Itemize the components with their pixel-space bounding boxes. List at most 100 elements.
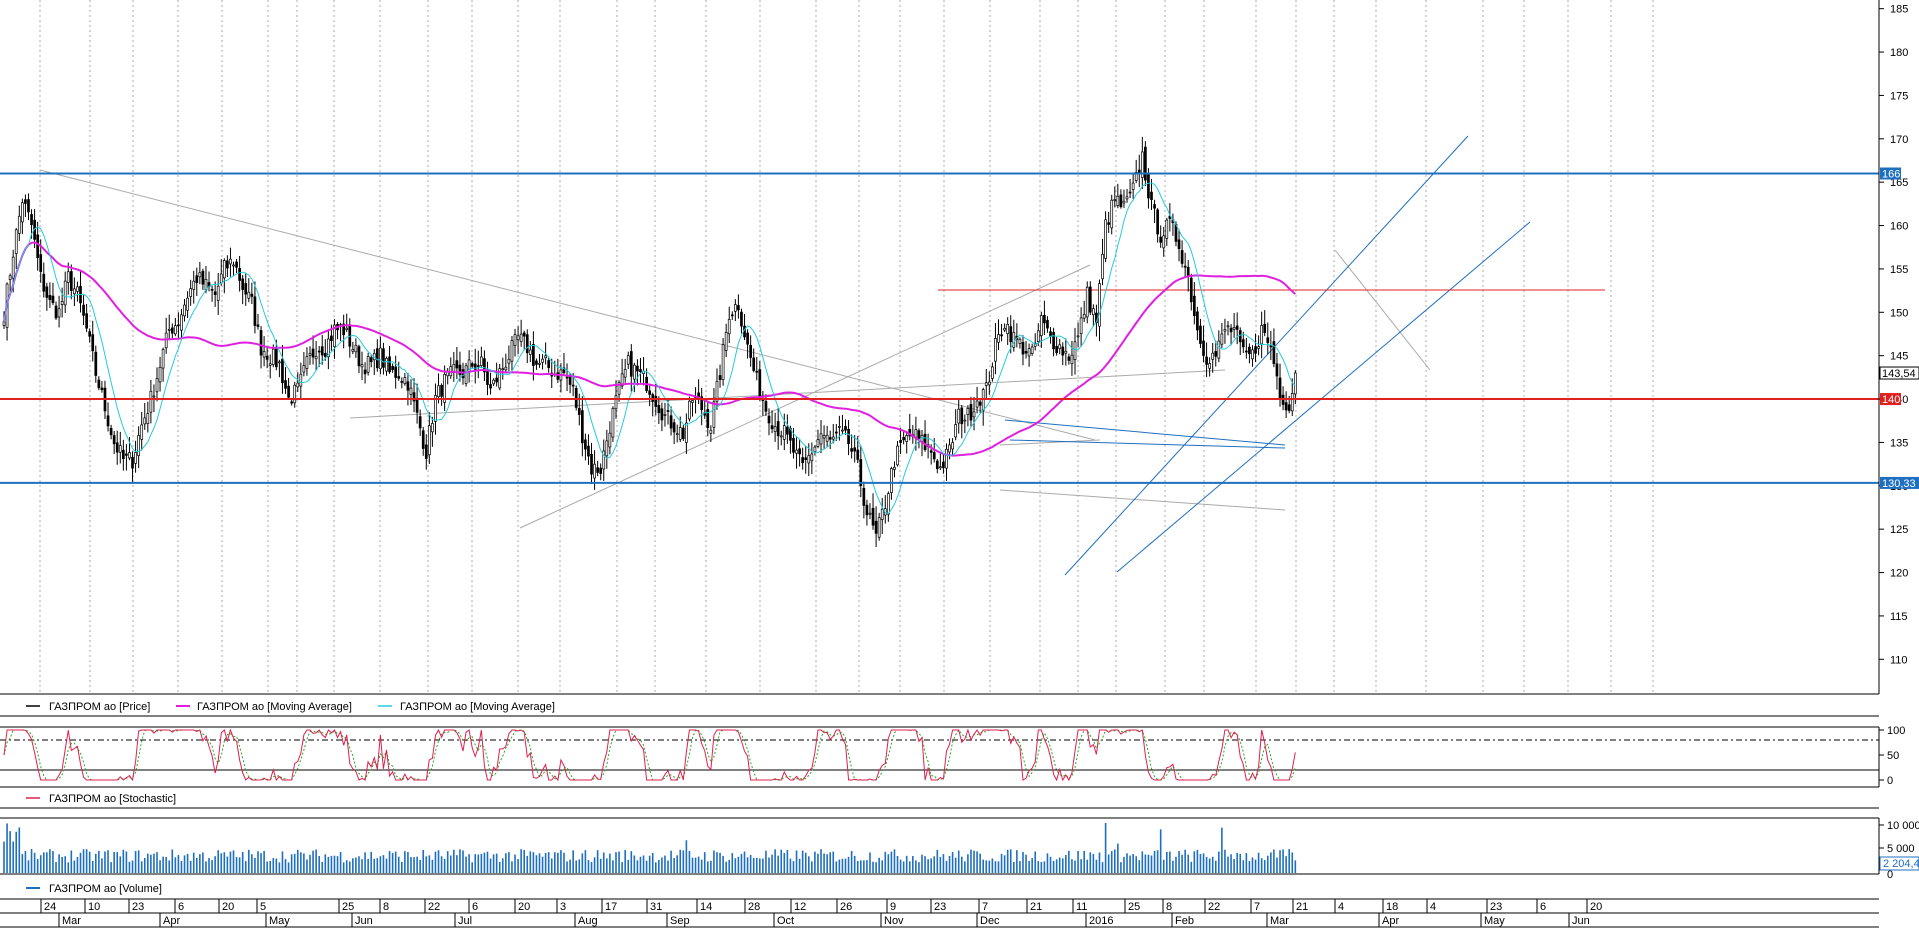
- volume-bar-339: [1040, 861, 1043, 873]
- candle-body-390: [1196, 311, 1199, 331]
- price-pane[interactable]: [0, 135, 1879, 576]
- volume-bar-74: [229, 851, 232, 873]
- candle-body-48: [149, 390, 153, 413]
- volume-bar-66: [205, 861, 207, 873]
- candle-body-262: [804, 457, 808, 460]
- candle-body-73: [226, 260, 229, 269]
- volume-bar-64: [199, 854, 201, 873]
- volume-bar-260: [798, 858, 801, 873]
- price-tick-185: 185: [1890, 4, 1908, 16]
- candle-body-420: [1287, 404, 1291, 411]
- candle-body-276: [847, 429, 850, 444]
- month-label-8: Nov: [884, 915, 904, 927]
- volume-bar-253: [777, 855, 779, 873]
- volume-bar-246: [755, 857, 758, 873]
- volume-bar-96: [296, 849, 299, 873]
- candle-body-328: [1006, 323, 1010, 334]
- stochastic-tick-0: 0: [1887, 775, 1893, 787]
- candle-body-366: [1122, 200, 1126, 204]
- candle-body-197: [605, 440, 609, 457]
- day-label-0: 24: [44, 901, 56, 913]
- day-label-9: 6: [472, 901, 478, 913]
- volume-bar-218: [670, 850, 672, 873]
- volume-bar-382: [1172, 860, 1174, 873]
- stochastic-axis: 100 50 0: [1878, 725, 1905, 787]
- candle-body-268: [822, 435, 826, 439]
- candle-body-171: [525, 334, 529, 354]
- candle-body-419: [1284, 402, 1288, 411]
- candle-body-245: [752, 357, 756, 371]
- volume-bar-133: [410, 857, 412, 873]
- candle-body-207: [636, 365, 639, 372]
- candle-body-234: [718, 375, 722, 381]
- day-label-31: 23: [1490, 901, 1502, 913]
- volume-bar-56: [174, 857, 177, 873]
- volume-pane[interactable]: [0, 817, 1879, 875]
- day-label-24: 8: [1166, 901, 1172, 913]
- volume-bar-298: [915, 860, 917, 873]
- stochastic-pane[interactable]: [0, 726, 1879, 788]
- candle-body-363: [1113, 199, 1117, 201]
- candle-body-136: [418, 416, 422, 429]
- candle-body-195: [599, 467, 603, 474]
- volume-bar-134: [413, 857, 415, 873]
- volume-bar-367: [1126, 853, 1128, 873]
- volume-bar-293: [899, 859, 902, 873]
- volume-bar-349: [1071, 859, 1073, 873]
- volume-bar-212: [651, 852, 654, 873]
- volume-bar-76: [235, 857, 238, 873]
- candle-body-395: [1211, 352, 1215, 360]
- volume-bar-75: [232, 850, 235, 873]
- candle-body-107: [330, 335, 333, 341]
- volume-bar-60: [186, 853, 189, 873]
- volume-bar-255: [783, 852, 786, 873]
- candle-body-95: [293, 384, 297, 404]
- candle-body-232: [712, 401, 716, 428]
- candle-body-406: [1245, 350, 1248, 353]
- candle-body-173: [532, 344, 535, 366]
- day-label-19: 23: [934, 901, 946, 913]
- volume-bar-126: [388, 851, 391, 873]
- candle-body-336: [1030, 346, 1034, 354]
- volume-bar-184: [566, 861, 568, 873]
- volume-bar-376: [1153, 850, 1156, 873]
- volume-bar-120: [370, 851, 372, 873]
- candle-body-125: [385, 357, 388, 372]
- candle-body-353: [1082, 314, 1086, 319]
- volume-bar-112: [345, 860, 348, 873]
- volume-bar-210: [645, 860, 648, 873]
- volume-bar-3: [12, 841, 14, 873]
- volume-bar-223: [685, 840, 688, 873]
- volume-bar-232: [713, 850, 715, 873]
- volume-bar-71: [220, 853, 223, 873]
- volume-bar-35: [110, 862, 112, 873]
- volume-bar-226: [694, 857, 697, 873]
- volume-bar-105: [324, 854, 327, 873]
- candle-body-141: [434, 395, 437, 422]
- month-label-0: Mar: [62, 915, 81, 927]
- candle-body-176: [541, 358, 544, 363]
- candle-body-417: [1278, 377, 1282, 398]
- volume-bar-409: [1254, 859, 1257, 873]
- volume-bar-341: [1046, 853, 1049, 873]
- candle-body-72: [222, 260, 226, 279]
- candle-body-206: [633, 364, 636, 380]
- candle-body-405: [1241, 339, 1245, 348]
- candle-body-271: [831, 436, 835, 440]
- candle-body-335: [1027, 348, 1031, 357]
- volume-bar-9: [30, 849, 33, 873]
- day-label-20: 7: [982, 901, 988, 913]
- candle-body-218: [669, 415, 673, 429]
- volume-bar-330: [1013, 862, 1015, 873]
- candle-body-246: [755, 370, 759, 373]
- stochastic-k-line: [3, 728, 1296, 782]
- candle-body-341: [1046, 319, 1049, 329]
- candle-body-311: [954, 424, 958, 438]
- volume-bar-372: [1141, 851, 1144, 873]
- volume-bar-256: [786, 850, 789, 873]
- volume-bar-166: [511, 861, 513, 873]
- candle-body-204: [626, 355, 630, 365]
- candle-body-181: [556, 372, 560, 380]
- candle-body-76: [235, 261, 238, 268]
